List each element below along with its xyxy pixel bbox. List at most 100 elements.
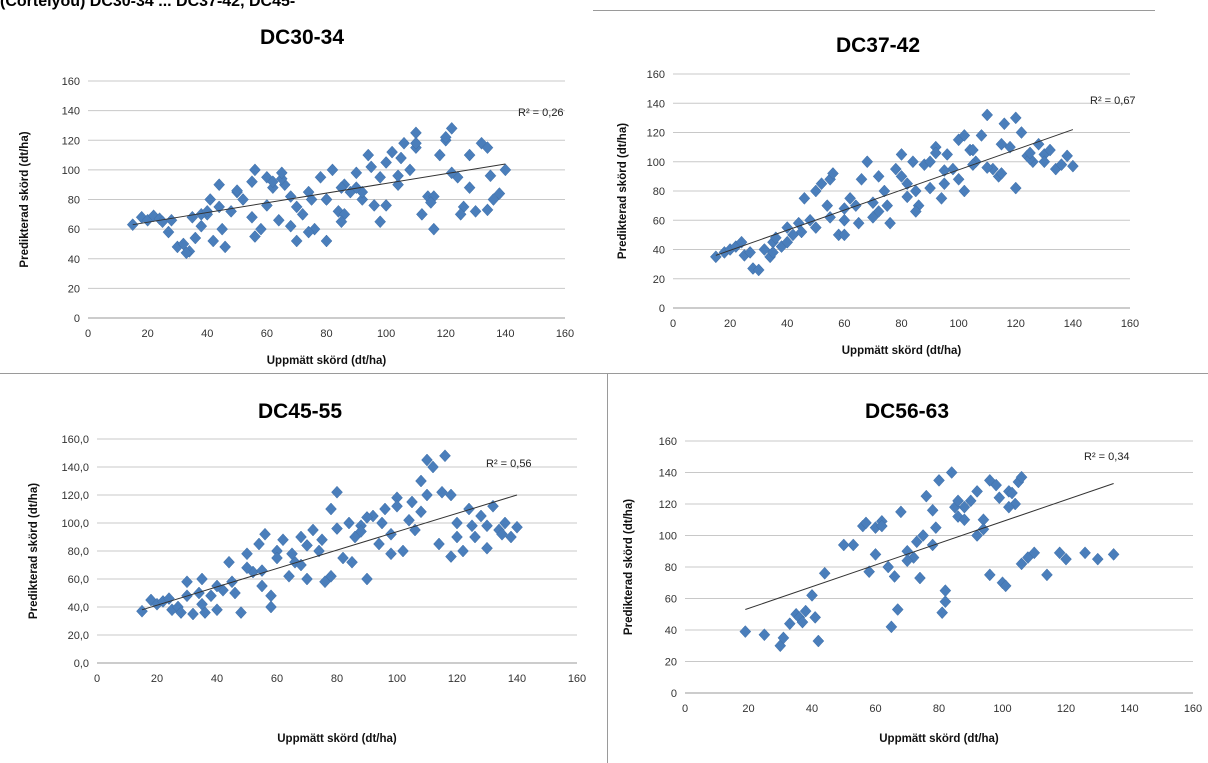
data-point: [1067, 159, 1079, 173]
data-point: [818, 566, 831, 580]
data-point: [971, 529, 983, 542]
data-point: [290, 234, 303, 248]
data-point: [964, 494, 977, 508]
data-point: [350, 181, 363, 195]
y-axis-label: Predikterad skörd (dt/ha): [28, 483, 40, 619]
data-point: [936, 606, 949, 620]
chart-svg: 0,0 20,0 40,0 60,0 80,0 100,0 120,0 140,0 160,0 0…: [28, 400, 586, 745]
data-point: [882, 560, 895, 574]
data-point: [386, 145, 398, 159]
x-tick-label: 80: [320, 328, 332, 340]
data-point: [445, 550, 457, 563]
data-point: [301, 539, 313, 552]
data-point: [1015, 126, 1028, 139]
data-point: [451, 530, 463, 544]
data-point: [290, 200, 303, 214]
y-tick-label: 120: [62, 135, 80, 147]
data-point: [767, 246, 779, 259]
y-tick-label: 60,0: [68, 574, 89, 586]
data-point: [337, 551, 349, 565]
data-point: [990, 478, 1002, 492]
x-tick-label: 100: [993, 703, 1011, 715]
data-point: [496, 527, 508, 541]
data-point: [454, 207, 467, 221]
data-point: [872, 170, 885, 183]
data-point: [284, 219, 297, 233]
data-point: [891, 603, 904, 616]
data-point: [445, 488, 457, 502]
data-point: [799, 604, 812, 618]
chart-dc37-42: 0 20 40 60 80 100 120 140 160 0 20 40 60 80 100 120 140 1…: [600, 14, 1200, 372]
data-point: [272, 213, 285, 227]
x-tick-label: 120: [1057, 703, 1075, 715]
y-tick-label: 100,0: [61, 518, 89, 530]
data-point: [320, 193, 333, 206]
data-point: [463, 181, 476, 195]
data-point: [201, 204, 214, 218]
data-point: [235, 606, 247, 619]
chart-dc56-63: 0 20 40 60 80 100 120 140 160 0 20 40 60 80 100 120 140 1…: [610, 378, 1208, 763]
data-point: [374, 170, 387, 184]
data-point: [259, 527, 271, 541]
data-point: [189, 231, 202, 245]
data-point: [425, 196, 437, 209]
data-point: [286, 547, 298, 561]
data-point: [204, 193, 217, 206]
y-tick-label: 100: [647, 157, 665, 169]
trendline: [132, 163, 506, 226]
data-point: [361, 572, 373, 586]
x-tick-label: 120: [437, 328, 455, 340]
x-tick-label: 0: [85, 328, 91, 340]
data-point: [237, 193, 249, 206]
trendline: [141, 494, 518, 611]
data-point: [939, 584, 952, 597]
data-point: [223, 555, 235, 569]
data-point: [463, 148, 476, 162]
x-tick-label: 120: [448, 673, 466, 685]
data-point: [838, 213, 851, 227]
data-point: [484, 169, 497, 183]
data-point: [427, 222, 440, 236]
data-point: [406, 495, 418, 509]
data-point: [781, 235, 794, 249]
data-point: [995, 167, 1008, 180]
y-tick-label: 100: [659, 531, 677, 543]
data-point: [1024, 146, 1036, 160]
data-point: [475, 509, 487, 523]
divider-top-right: [593, 10, 1155, 11]
x-tick-label: 100: [949, 318, 967, 330]
data-point: [809, 184, 822, 198]
y-tick-label: 60: [665, 594, 677, 606]
chart-title: DC30-34: [260, 26, 344, 49]
data-point: [187, 607, 199, 621]
y-tick-label: 80: [68, 195, 80, 207]
y-tick-label: 80,0: [68, 546, 89, 558]
data-point: [416, 207, 428, 221]
data-point: [175, 606, 187, 619]
data-point: [195, 219, 208, 233]
data-point: [924, 155, 936, 169]
data-point: [326, 163, 339, 177]
data-point: [379, 502, 391, 516]
data-point: [869, 548, 882, 561]
cropped-header-text: (Cortelyou) DC30-34 ... DC37-42, DC45-: [0, 0, 296, 10]
data-point: [872, 205, 885, 218]
y-tick-label: 40,0: [68, 602, 89, 614]
data-point: [881, 199, 894, 212]
x-tick-label: 60: [838, 318, 850, 330]
data-point: [844, 191, 856, 205]
r-squared-label: R² = 0,67: [1090, 95, 1136, 107]
data-point: [380, 199, 392, 212]
data-point: [815, 177, 828, 191]
data-point: [1003, 500, 1015, 514]
data-point: [885, 620, 898, 634]
data-point: [350, 166, 363, 180]
x-tick-label: 60: [261, 328, 273, 340]
data-point: [196, 572, 208, 586]
data-point: [277, 533, 289, 547]
data-point: [380, 156, 392, 169]
y-tick-label: 140: [647, 98, 665, 110]
data-point: [392, 169, 404, 183]
data-point: [511, 520, 523, 534]
data-point: [469, 530, 481, 544]
